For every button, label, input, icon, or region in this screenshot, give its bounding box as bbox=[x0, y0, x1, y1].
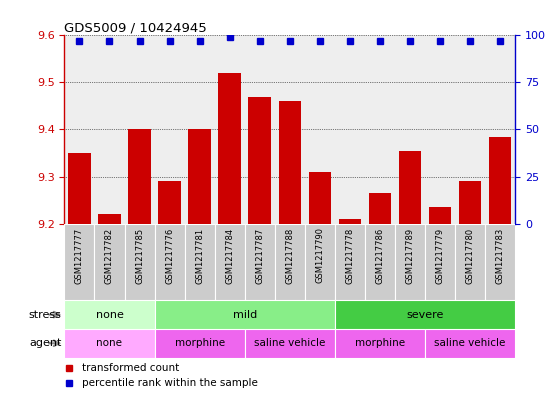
Text: agent: agent bbox=[29, 338, 62, 348]
Text: GSM1217787: GSM1217787 bbox=[255, 228, 264, 284]
Text: transformed count: transformed count bbox=[82, 362, 180, 373]
Text: GSM1217782: GSM1217782 bbox=[105, 228, 114, 284]
Text: GSM1217780: GSM1217780 bbox=[465, 228, 475, 284]
FancyBboxPatch shape bbox=[95, 224, 124, 300]
FancyBboxPatch shape bbox=[185, 224, 214, 300]
Bar bbox=[128, 129, 151, 224]
Text: GSM1217789: GSM1217789 bbox=[405, 228, 414, 284]
FancyBboxPatch shape bbox=[425, 224, 455, 300]
FancyBboxPatch shape bbox=[64, 300, 155, 329]
Text: GSM1217784: GSM1217784 bbox=[225, 228, 234, 284]
Text: saline vehicle: saline vehicle bbox=[254, 338, 325, 348]
Text: GSM1217790: GSM1217790 bbox=[315, 228, 324, 283]
FancyBboxPatch shape bbox=[155, 224, 185, 300]
FancyBboxPatch shape bbox=[485, 224, 515, 300]
FancyBboxPatch shape bbox=[245, 329, 335, 358]
Bar bbox=[188, 129, 211, 224]
FancyBboxPatch shape bbox=[275, 224, 305, 300]
Bar bbox=[429, 207, 451, 224]
Text: GSM1217777: GSM1217777 bbox=[75, 228, 84, 284]
Text: saline vehicle: saline vehicle bbox=[435, 338, 506, 348]
Text: none: none bbox=[96, 310, 123, 320]
Text: morphine: morphine bbox=[175, 338, 225, 348]
Text: GSM1217783: GSM1217783 bbox=[496, 228, 505, 284]
Bar bbox=[98, 214, 121, 224]
Text: GSM1217779: GSM1217779 bbox=[436, 228, 445, 284]
Text: GSM1217786: GSM1217786 bbox=[375, 228, 385, 284]
FancyBboxPatch shape bbox=[64, 224, 95, 300]
Bar bbox=[158, 181, 181, 224]
FancyBboxPatch shape bbox=[455, 224, 485, 300]
Text: stress: stress bbox=[29, 310, 62, 320]
Bar bbox=[339, 219, 361, 224]
FancyBboxPatch shape bbox=[245, 224, 275, 300]
Text: percentile rank within the sample: percentile rank within the sample bbox=[82, 378, 258, 388]
Text: GSM1217785: GSM1217785 bbox=[135, 228, 144, 284]
Bar bbox=[399, 151, 421, 224]
Bar bbox=[309, 172, 331, 224]
FancyBboxPatch shape bbox=[335, 224, 365, 300]
Bar bbox=[249, 97, 271, 224]
FancyBboxPatch shape bbox=[335, 329, 425, 358]
Text: GDS5009 / 10424945: GDS5009 / 10424945 bbox=[64, 21, 207, 34]
Bar bbox=[489, 136, 511, 224]
Bar bbox=[459, 181, 482, 224]
Text: none: none bbox=[96, 338, 123, 348]
Text: morphine: morphine bbox=[355, 338, 405, 348]
FancyBboxPatch shape bbox=[425, 329, 515, 358]
Text: GSM1217776: GSM1217776 bbox=[165, 228, 174, 284]
Text: severe: severe bbox=[407, 310, 444, 320]
FancyBboxPatch shape bbox=[365, 224, 395, 300]
Text: GSM1217781: GSM1217781 bbox=[195, 228, 204, 284]
FancyBboxPatch shape bbox=[395, 224, 425, 300]
FancyBboxPatch shape bbox=[124, 224, 155, 300]
FancyBboxPatch shape bbox=[155, 329, 245, 358]
Bar bbox=[368, 193, 391, 224]
FancyBboxPatch shape bbox=[155, 300, 335, 329]
Text: mild: mild bbox=[232, 310, 257, 320]
Text: GSM1217778: GSM1217778 bbox=[346, 228, 354, 284]
Text: GSM1217788: GSM1217788 bbox=[285, 228, 295, 284]
Bar bbox=[278, 101, 301, 224]
FancyBboxPatch shape bbox=[305, 224, 335, 300]
FancyBboxPatch shape bbox=[214, 224, 245, 300]
Bar bbox=[218, 73, 241, 224]
FancyBboxPatch shape bbox=[335, 300, 515, 329]
Bar bbox=[68, 153, 91, 224]
FancyBboxPatch shape bbox=[64, 329, 155, 358]
